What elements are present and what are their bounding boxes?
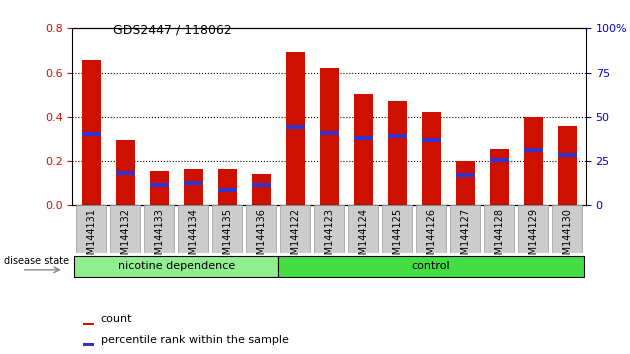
Text: GSM144130: GSM144130 (562, 208, 572, 267)
Bar (116, 140, 135, 205)
Text: percentile rank within the sample: percentile rank within the sample (101, 335, 289, 346)
Text: GSM144123: GSM144123 (324, 208, 334, 267)
Bar (83, 343, 94, 346)
Bar (150, 183, 168, 187)
FancyBboxPatch shape (74, 256, 278, 277)
Bar (218, 169, 236, 205)
FancyBboxPatch shape (178, 205, 209, 253)
FancyBboxPatch shape (518, 205, 549, 253)
Text: control: control (412, 261, 450, 271)
Text: GSM144132: GSM144132 (120, 208, 130, 267)
FancyBboxPatch shape (246, 205, 277, 253)
Bar (558, 153, 576, 156)
Text: GSM144129: GSM144129 (528, 208, 538, 267)
FancyBboxPatch shape (280, 205, 311, 253)
Bar (150, 171, 168, 205)
FancyBboxPatch shape (552, 205, 583, 253)
Bar (82, 61, 101, 205)
FancyBboxPatch shape (314, 205, 345, 253)
Bar (83, 322, 94, 325)
FancyBboxPatch shape (278, 256, 584, 277)
Text: disease state: disease state (4, 256, 69, 266)
FancyBboxPatch shape (382, 205, 413, 253)
Bar (422, 113, 440, 205)
FancyBboxPatch shape (348, 205, 379, 253)
Text: nicotine dependence: nicotine dependence (118, 261, 235, 271)
Text: count: count (101, 314, 132, 324)
Text: GSM144134: GSM144134 (188, 208, 198, 267)
Bar (558, 126, 576, 205)
Bar (218, 188, 236, 192)
Bar (320, 68, 338, 205)
FancyBboxPatch shape (450, 205, 481, 253)
Text: GSM144126: GSM144126 (426, 208, 436, 267)
Bar (184, 169, 202, 205)
Text: GSM144133: GSM144133 (154, 208, 164, 267)
Bar (286, 52, 304, 205)
Bar (524, 148, 542, 152)
Bar (388, 134, 406, 138)
Bar (252, 183, 270, 187)
Text: GDS2447 / 118062: GDS2447 / 118062 (113, 23, 232, 36)
Bar (320, 131, 338, 135)
FancyBboxPatch shape (76, 205, 106, 253)
Bar (184, 181, 202, 185)
FancyBboxPatch shape (144, 205, 175, 253)
Text: GSM144124: GSM144124 (358, 208, 368, 267)
FancyBboxPatch shape (212, 205, 243, 253)
Text: GSM144135: GSM144135 (222, 208, 232, 267)
Bar (252, 174, 270, 205)
Bar (524, 117, 542, 205)
Bar (286, 125, 304, 129)
Text: GSM144128: GSM144128 (494, 208, 504, 267)
Bar (388, 101, 406, 205)
Bar (456, 161, 474, 205)
Bar (354, 136, 372, 140)
Text: GSM144131: GSM144131 (86, 208, 96, 267)
FancyBboxPatch shape (484, 205, 515, 253)
FancyBboxPatch shape (110, 205, 140, 253)
Bar (354, 93, 372, 205)
Text: GSM144127: GSM144127 (460, 208, 470, 267)
Bar (490, 158, 508, 162)
Text: GSM144136: GSM144136 (256, 208, 266, 267)
Bar (82, 132, 101, 136)
FancyBboxPatch shape (416, 205, 447, 253)
Bar (456, 173, 474, 177)
Bar (422, 138, 440, 142)
Text: GSM144125: GSM144125 (392, 208, 402, 267)
Text: GSM144122: GSM144122 (290, 208, 300, 267)
Bar (116, 171, 135, 176)
Bar (490, 149, 508, 205)
